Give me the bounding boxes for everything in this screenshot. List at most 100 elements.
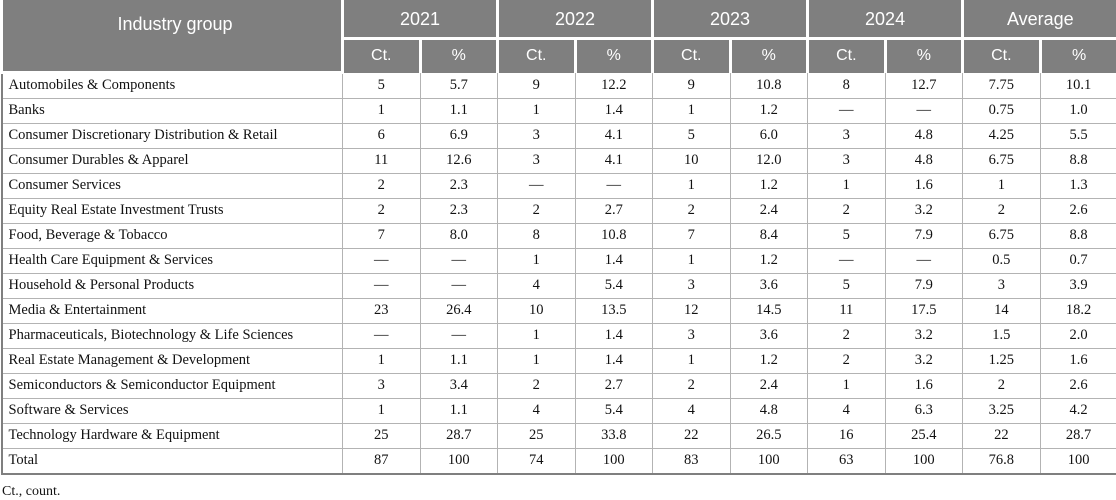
value-cell: 3.6 — [729, 322, 809, 349]
footnote: Ct., count. — [2, 483, 61, 499]
value-cell: — — [884, 247, 964, 274]
industry-name-cell: Health Care Equipment & Services — [1, 247, 343, 274]
value-cell: 100 — [729, 447, 809, 474]
value-cell: 8.8 — [1039, 147, 1116, 174]
subheader-pct-2021: % — [418, 38, 500, 73]
col-header-2023: 2023 — [651, 1, 810, 40]
value-cell: 1.1 — [419, 347, 499, 374]
value-cell: 100 — [419, 447, 499, 474]
value-cell: 1.6 — [884, 172, 964, 199]
value-cell: 3 — [652, 322, 731, 349]
value-cell: 2 — [497, 372, 576, 399]
value-cell: 1.6 — [1039, 347, 1116, 374]
table-row: Food, Beverage & Tobacco 7 8.0 8 10.8 7 8.4 5 7.… — [1, 222, 1116, 249]
table-row: Consumer Durables & Apparel 11 12.6 3 4.1 10 1… — [1, 147, 1116, 174]
value-cell: 4 — [497, 397, 576, 424]
value-cell: 2.4 — [729, 372, 809, 399]
value-cell: 1.4 — [574, 347, 654, 374]
table-row: Software & Services 1 1.1 4 5.4 4 4.8 4 6.3 3.25 4… — [1, 397, 1116, 424]
value-cell: 2.7 — [574, 197, 654, 224]
value-cell: — — [342, 272, 421, 299]
value-cell: 4 — [497, 272, 576, 299]
value-cell: 1 — [652, 97, 731, 124]
table-row: Equity Real Estate Investment Trusts 2 2.3… — [1, 197, 1116, 224]
subheader-pct-average: % — [1038, 38, 1116, 73]
value-cell: 2.7 — [574, 372, 654, 399]
subheader-ct-2024: Ct. — [806, 38, 887, 73]
value-cell: 4 — [652, 397, 731, 424]
value-cell: 63 — [807, 447, 886, 474]
value-cell: 12.6 — [419, 147, 499, 174]
value-cell: 7.9 — [884, 272, 964, 299]
value-cell: 1.1 — [419, 97, 499, 124]
table-row: Media & Entertainment 23 26.4 10 13.5 12 14.5 1… — [1, 297, 1116, 324]
value-cell: 3 — [962, 272, 1041, 299]
value-cell: 83 — [652, 447, 731, 474]
value-cell: 6.0 — [729, 122, 809, 149]
value-cell: 2 — [962, 197, 1041, 224]
value-cell: 10.8 — [729, 71, 809, 99]
value-cell: 1.6 — [884, 372, 964, 399]
table-row: Real Estate Management & Development 1 1.1… — [1, 347, 1116, 374]
value-cell: 10.8 — [574, 222, 654, 249]
value-cell: — — [342, 322, 421, 349]
industry-name-cell: Software & Services — [1, 397, 343, 424]
value-cell: 4.1 — [574, 147, 654, 174]
value-cell: 2.6 — [1039, 372, 1116, 399]
value-cell: 14.5 — [729, 297, 809, 324]
industry-name-cell: Technology Hardware & Equipment — [1, 422, 343, 449]
value-cell: 3.9 — [1039, 272, 1116, 299]
value-cell: 6.9 — [419, 122, 499, 149]
value-cell: 25.4 — [884, 422, 964, 449]
value-cell: 2.3 — [419, 172, 499, 199]
col-header-2024: 2024 — [806, 1, 965, 40]
value-cell: 3.6 — [729, 272, 809, 299]
value-cell: 7.75 — [962, 71, 1041, 99]
industry-name-cell: Consumer Services — [1, 172, 343, 199]
industry-name-cell: Food, Beverage & Tobacco — [1, 222, 343, 249]
value-cell: 1 — [807, 172, 886, 199]
value-cell: 1.2 — [729, 172, 809, 199]
subheader-ct-2021: Ct. — [341, 38, 422, 73]
subheader-pct-2022: % — [573, 38, 655, 73]
value-cell: 1.4 — [574, 322, 654, 349]
col-header-average: Average — [961, 1, 1116, 40]
value-cell: 8.4 — [729, 222, 809, 249]
value-cell: 8 — [497, 222, 576, 249]
value-cell: 2 — [652, 372, 731, 399]
value-cell: 2 — [807, 347, 886, 374]
value-cell: 1.2 — [729, 247, 809, 274]
industry-name-cell: Household & Personal Products — [1, 272, 343, 299]
value-cell: — — [884, 97, 964, 124]
value-cell: 10 — [497, 297, 576, 324]
col-header-2021: 2021 — [340, 1, 500, 40]
value-cell: 1 — [652, 172, 731, 199]
value-cell: 3.2 — [884, 347, 964, 374]
value-cell: 12 — [652, 297, 731, 324]
value-cell: 33.8 — [574, 422, 654, 449]
value-cell: 8 — [807, 71, 886, 99]
table-row: Technology Hardware & Equipment 25 28.7 25 3… — [1, 422, 1116, 449]
value-cell: 10 — [652, 147, 731, 174]
value-cell: 28.7 — [419, 422, 499, 449]
value-cell: 25 — [497, 422, 576, 449]
value-cell: 4.8 — [729, 397, 809, 424]
value-cell: 1.1 — [419, 397, 499, 424]
value-cell: 2 — [807, 197, 886, 224]
value-cell: 25 — [342, 422, 421, 449]
value-cell: 0.5 — [962, 247, 1041, 274]
value-cell: 74 — [497, 447, 576, 474]
subheader-ct-average: Ct. — [961, 38, 1042, 73]
value-cell: 3 — [652, 272, 731, 299]
value-cell: 1.3 — [1039, 172, 1116, 199]
value-cell: 7 — [342, 222, 421, 249]
value-cell: 17.5 — [884, 297, 964, 324]
value-cell: 11 — [342, 147, 421, 174]
value-cell: 1 — [652, 247, 731, 274]
value-cell: 4.8 — [884, 122, 964, 149]
value-cell: 28.7 — [1039, 422, 1116, 449]
subheader-ct-2022: Ct. — [496, 38, 577, 73]
value-cell: 1 — [497, 347, 576, 374]
value-cell: 11 — [807, 297, 886, 324]
